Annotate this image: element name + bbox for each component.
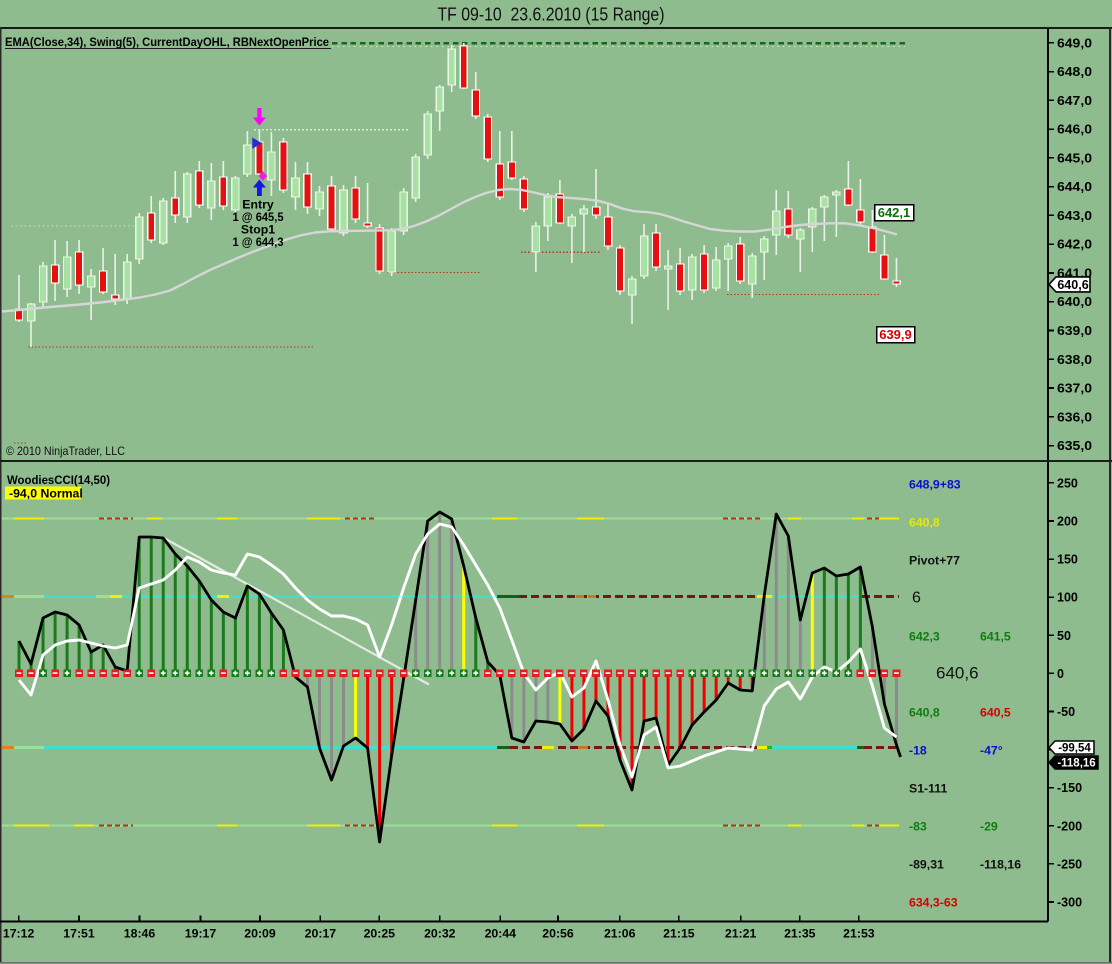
svg-text:-50: -50	[1057, 705, 1075, 719]
svg-text:20:17: 20:17	[305, 927, 337, 941]
svg-text:0: 0	[1057, 667, 1064, 681]
svg-text:634,3-63: 634,3-63	[909, 896, 958, 910]
svg-text:-29: -29	[980, 820, 998, 834]
svg-text:20:32: 20:32	[424, 927, 456, 941]
svg-text:640,0: 640,0	[1057, 294, 1092, 309]
svg-text:200: 200	[1057, 515, 1078, 529]
svg-text:639,0: 639,0	[1057, 323, 1092, 338]
svg-text:21:21: 21:21	[725, 927, 757, 941]
svg-text:20:25: 20:25	[364, 927, 396, 941]
svg-text:Stop1: Stop1	[241, 223, 275, 237]
svg-text:646,0: 646,0	[1057, 122, 1092, 137]
svg-text:644,0: 644,0	[1057, 179, 1092, 194]
svg-text:-200: -200	[1057, 819, 1082, 833]
svg-text:6: 6	[912, 590, 921, 607]
svg-text:642,0: 642,0	[1057, 237, 1092, 252]
svg-text:18:46: 18:46	[124, 927, 156, 941]
svg-text:639,9: 639,9	[879, 327, 912, 342]
svg-text:150: 150	[1057, 553, 1078, 567]
svg-text:-250: -250	[1057, 857, 1082, 871]
svg-text:-18: -18	[909, 744, 927, 758]
svg-text:648,0: 648,0	[1057, 64, 1092, 79]
svg-text:648,9+83: 648,9+83	[909, 478, 961, 492]
svg-text:-118,16: -118,16	[980, 858, 1021, 872]
svg-text:641,5: 641,5	[980, 630, 1011, 644]
svg-text:19:17: 19:17	[185, 927, 217, 941]
svg-text:640,8: 640,8	[909, 706, 940, 720]
svg-text:640,6: 640,6	[936, 664, 979, 683]
svg-text:21:15: 21:15	[663, 927, 695, 941]
svg-text:638,0: 638,0	[1057, 352, 1092, 367]
svg-text:50: 50	[1057, 629, 1071, 643]
svg-text:640,8: 640,8	[909, 516, 940, 530]
svg-text:-89,31: -89,31	[909, 858, 944, 872]
svg-text:17:12: 17:12	[3, 927, 35, 941]
svg-text:Entry: Entry	[242, 198, 274, 212]
svg-text:100: 100	[1057, 591, 1078, 605]
svg-text:-150: -150	[1057, 781, 1082, 795]
svg-text:-99,54: -99,54	[1058, 743, 1091, 755]
svg-text:649,0: 649,0	[1057, 35, 1092, 50]
svg-text:21:53: 21:53	[843, 927, 875, 941]
svg-text:-300: -300	[1057, 896, 1082, 910]
svg-text:TF 09-10 23.6.2010 (15 Range): TF 09-10 23.6.2010 (15 Range)	[438, 4, 665, 25]
svg-text:1 @ 644,3: 1 @ 644,3	[233, 235, 284, 249]
svg-text:20:44: 20:44	[485, 927, 517, 941]
svg-text:-83: -83	[909, 820, 927, 834]
svg-text:1 @ 645,5: 1 @ 645,5	[233, 210, 284, 224]
svg-text:635,0: 635,0	[1057, 438, 1092, 453]
svg-text:640,6: 640,6	[1057, 278, 1088, 292]
svg-text:250: 250	[1057, 476, 1078, 490]
svg-text:Pivot+77: Pivot+77	[909, 554, 960, 568]
svg-text:640,5: 640,5	[980, 706, 1011, 720]
svg-text:647,0: 647,0	[1057, 93, 1092, 108]
svg-text:© 2010 NinjaTrader, LLC: © 2010 NinjaTrader, LLC	[6, 444, 125, 458]
svg-text:17:51: 17:51	[63, 927, 95, 941]
svg-text:637,0: 637,0	[1057, 381, 1092, 396]
svg-text:20:09: 20:09	[244, 927, 276, 941]
svg-text:-118,16: -118,16	[1057, 758, 1095, 770]
svg-text:21:06: 21:06	[604, 927, 636, 941]
svg-text:21:35: 21:35	[784, 927, 816, 941]
svg-text:642,1: 642,1	[878, 205, 911, 220]
svg-text:20:56: 20:56	[542, 927, 574, 941]
svg-text:645,0: 645,0	[1057, 150, 1092, 165]
svg-text:-47°: -47°	[980, 744, 1003, 758]
svg-text:-94,0 Normal: -94,0 Normal	[9, 487, 83, 501]
svg-text:WoodiesCCI(14,50): WoodiesCCI(14,50)	[7, 473, 110, 487]
svg-text:636,0: 636,0	[1057, 409, 1092, 424]
svg-text:642,3: 642,3	[909, 630, 940, 644]
svg-text:EMA(Close,34), Swing(5), Curre: EMA(Close,34), Swing(5), CurrentDayOHL, …	[5, 35, 329, 49]
svg-text:643,0: 643,0	[1057, 208, 1092, 223]
svg-text:S1-111: S1-111	[909, 782, 947, 796]
